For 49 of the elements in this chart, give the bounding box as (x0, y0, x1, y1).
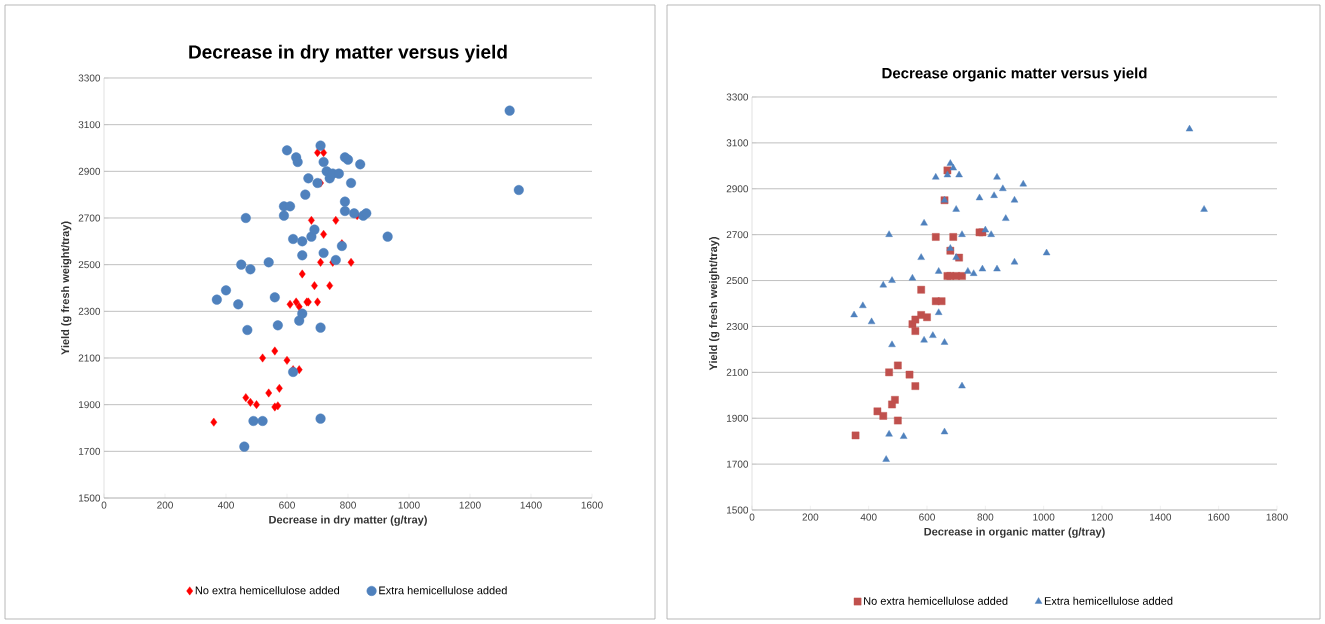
y-tick-label: 3300 (78, 74, 101, 82)
legend-label: Extra hemicellulose added (1044, 596, 1173, 605)
x-tick-label: 1600 (581, 501, 603, 509)
legend-label: Extra hemicellulose added (379, 586, 507, 595)
x-tick-label: 800 (340, 501, 356, 509)
y-tick-label: 2300 (78, 307, 101, 315)
y-axis-title: Yield (g fresh weight/tray) (709, 237, 720, 371)
x-axis-title: Decrease in dry matter (g/tray) (269, 515, 427, 526)
x-tick-label: 1400 (520, 501, 542, 509)
x-tick-label: 1200 (1091, 513, 1113, 521)
y-tick-label: 3300 (726, 93, 749, 101)
y-tick-label: 2700 (726, 231, 749, 239)
chart-title: Decrease organic matter versus yield (882, 67, 1147, 82)
x-tick-label: 1400 (1149, 513, 1172, 521)
x-tick-label: 1600 (1208, 513, 1230, 521)
y-tick-label: 1500 (727, 506, 749, 514)
x-tick-label: 400 (860, 513, 877, 521)
legend-label: No extra hemicellulose added (864, 596, 1008, 605)
x-tick-label: 0 (749, 513, 755, 521)
y-tick-label: 1700 (727, 460, 749, 468)
x-tick-label: 1200 (459, 501, 481, 509)
y-tick-label: 2100 (78, 354, 101, 362)
y-tick-label: 2900 (78, 167, 101, 175)
y-tick-label: 2300 (726, 322, 749, 330)
x-tick-label: 600 (919, 513, 935, 521)
chart-title: Decrease in dry matter versus yield (189, 44, 507, 63)
y-axis-title: Yield (g fresh weight/tray) (61, 221, 72, 355)
x-tick-label: 1000 (1033, 513, 1055, 521)
y-tick-label: 2100 (726, 368, 749, 376)
y-tick-label: 2500 (726, 277, 749, 285)
y-tick-label: 1900 (727, 414, 749, 422)
x-tick-label: 0 (101, 501, 107, 509)
x-tick-label: 800 (977, 513, 994, 521)
y-tick-label: 1500 (78, 494, 101, 502)
y-tick-label: 2900 (726, 185, 749, 193)
y-tick-label: 3100 (726, 139, 749, 147)
y-tick-label: 1700 (78, 447, 101, 455)
y-tick-label: 3100 (78, 121, 101, 129)
y-tick-label: 2500 (78, 261, 101, 269)
x-tick-label: 600 (279, 501, 295, 509)
y-tick-label: 1900 (78, 401, 101, 409)
x-tick-label: 200 (157, 501, 173, 509)
legend-label: No extra hemicellulose added (195, 586, 340, 595)
x-tick-label: 400 (217, 501, 234, 509)
x-axis-title: Decrease in organic matter (g/tray) (924, 527, 1105, 538)
x-tick-label: 200 (802, 513, 819, 521)
y-tick-label: 2700 (78, 214, 101, 222)
x-tick-label: 1800 (1266, 513, 1288, 521)
x-tick-label: 1000 (398, 501, 420, 509)
